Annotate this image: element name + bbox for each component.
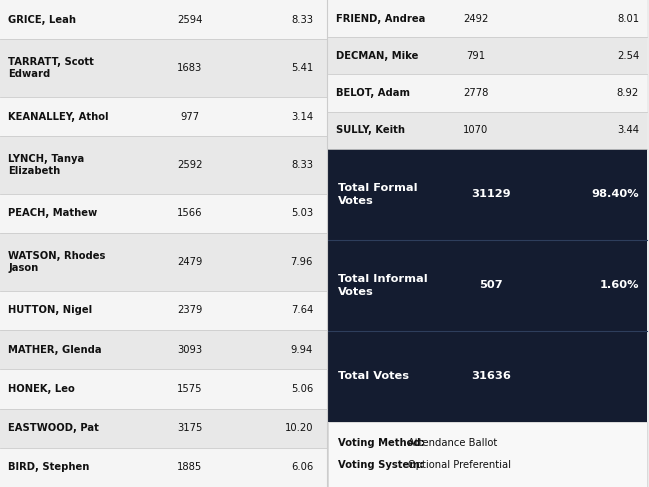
- Text: 977: 977: [180, 112, 199, 122]
- Text: WATSON, Rhodes
Jason: WATSON, Rhodes Jason: [8, 251, 105, 273]
- Text: HONEK, Leo: HONEK, Leo: [8, 384, 75, 394]
- Text: 507: 507: [479, 281, 503, 290]
- Text: MATHER, Glenda: MATHER, Glenda: [8, 345, 102, 355]
- Text: 6.06: 6.06: [291, 462, 313, 472]
- Bar: [0, 0, 327, 39]
- Text: PEACH, Mathew: PEACH, Mathew: [8, 208, 97, 219]
- Text: LYNCH, Tanya
Elizabeth: LYNCH, Tanya Elizabeth: [8, 154, 84, 176]
- Bar: [328, 37, 647, 75]
- Text: 31129: 31129: [471, 189, 511, 199]
- Text: 8.33: 8.33: [291, 160, 313, 170]
- Text: 2.54: 2.54: [617, 51, 639, 61]
- Text: 3175: 3175: [177, 423, 202, 433]
- Bar: [0, 39, 327, 97]
- Text: 1.60%: 1.60%: [600, 281, 639, 290]
- Text: Voting Method:: Voting Method:: [338, 438, 428, 449]
- Text: 7.64: 7.64: [291, 305, 313, 316]
- Text: 10.20: 10.20: [284, 423, 313, 433]
- Text: 8.33: 8.33: [291, 15, 313, 25]
- Text: 1683: 1683: [177, 63, 202, 73]
- Text: Voting System:: Voting System:: [338, 460, 428, 470]
- Text: 2492: 2492: [463, 14, 489, 23]
- Text: DECMAN, Mike: DECMAN, Mike: [336, 51, 419, 61]
- Bar: [328, 75, 647, 112]
- Text: 1070: 1070: [463, 125, 489, 135]
- Text: TARRATT, Scott
Edward: TARRATT, Scott Edward: [8, 57, 94, 79]
- Bar: [328, 112, 647, 149]
- Text: 5.06: 5.06: [291, 384, 313, 394]
- Bar: [0, 330, 327, 369]
- Bar: [0, 194, 327, 233]
- Bar: [0, 409, 327, 448]
- Text: Total Votes: Total Votes: [338, 372, 409, 381]
- Text: 2594: 2594: [177, 15, 202, 25]
- Text: HUTTON, Nigel: HUTTON, Nigel: [8, 305, 92, 316]
- Text: BELOT, Adam: BELOT, Adam: [336, 88, 410, 98]
- Text: 98.40%: 98.40%: [591, 189, 639, 199]
- Text: BIRD, Stephen: BIRD, Stephen: [8, 462, 90, 472]
- Text: 1575: 1575: [177, 384, 202, 394]
- Bar: [0, 136, 327, 194]
- Text: KEANALLEY, Athol: KEANALLEY, Athol: [8, 112, 108, 122]
- Text: 8.01: 8.01: [617, 14, 639, 23]
- Text: 7.96: 7.96: [291, 257, 313, 267]
- Text: 3.44: 3.44: [617, 125, 639, 135]
- Bar: [0, 369, 327, 409]
- Bar: [328, 149, 647, 240]
- Text: Optional Preferential: Optional Preferential: [408, 460, 511, 470]
- Bar: [0, 448, 327, 487]
- Text: 2379: 2379: [177, 305, 202, 316]
- Text: 2479: 2479: [177, 257, 202, 267]
- Bar: [328, 331, 647, 422]
- Text: 9.94: 9.94: [291, 345, 313, 355]
- Bar: [0, 233, 327, 291]
- Text: Total Formal
Votes: Total Formal Votes: [338, 183, 417, 206]
- Bar: [328, 0, 647, 37]
- Bar: [0, 291, 327, 330]
- Text: 1885: 1885: [177, 462, 202, 472]
- Text: 791: 791: [467, 51, 485, 61]
- Text: 5.41: 5.41: [291, 63, 313, 73]
- Text: 2592: 2592: [177, 160, 202, 170]
- Text: 2778: 2778: [463, 88, 489, 98]
- Text: 3.14: 3.14: [291, 112, 313, 122]
- Text: EASTWOOD, Pat: EASTWOOD, Pat: [8, 423, 99, 433]
- Text: Total Informal
Votes: Total Informal Votes: [338, 274, 428, 297]
- Text: GRICE, Leah: GRICE, Leah: [8, 15, 76, 25]
- Text: 31636: 31636: [471, 372, 511, 381]
- Text: FRIEND, Andrea: FRIEND, Andrea: [336, 14, 425, 23]
- Text: 5.03: 5.03: [291, 208, 313, 219]
- Text: Attendance Ballot: Attendance Ballot: [408, 438, 497, 449]
- Text: SULLY, Keith: SULLY, Keith: [336, 125, 405, 135]
- Bar: [328, 422, 647, 487]
- Bar: [0, 97, 327, 136]
- Text: 8.92: 8.92: [617, 88, 639, 98]
- Text: 3093: 3093: [177, 345, 202, 355]
- Bar: [328, 240, 647, 331]
- Text: 1566: 1566: [177, 208, 202, 219]
